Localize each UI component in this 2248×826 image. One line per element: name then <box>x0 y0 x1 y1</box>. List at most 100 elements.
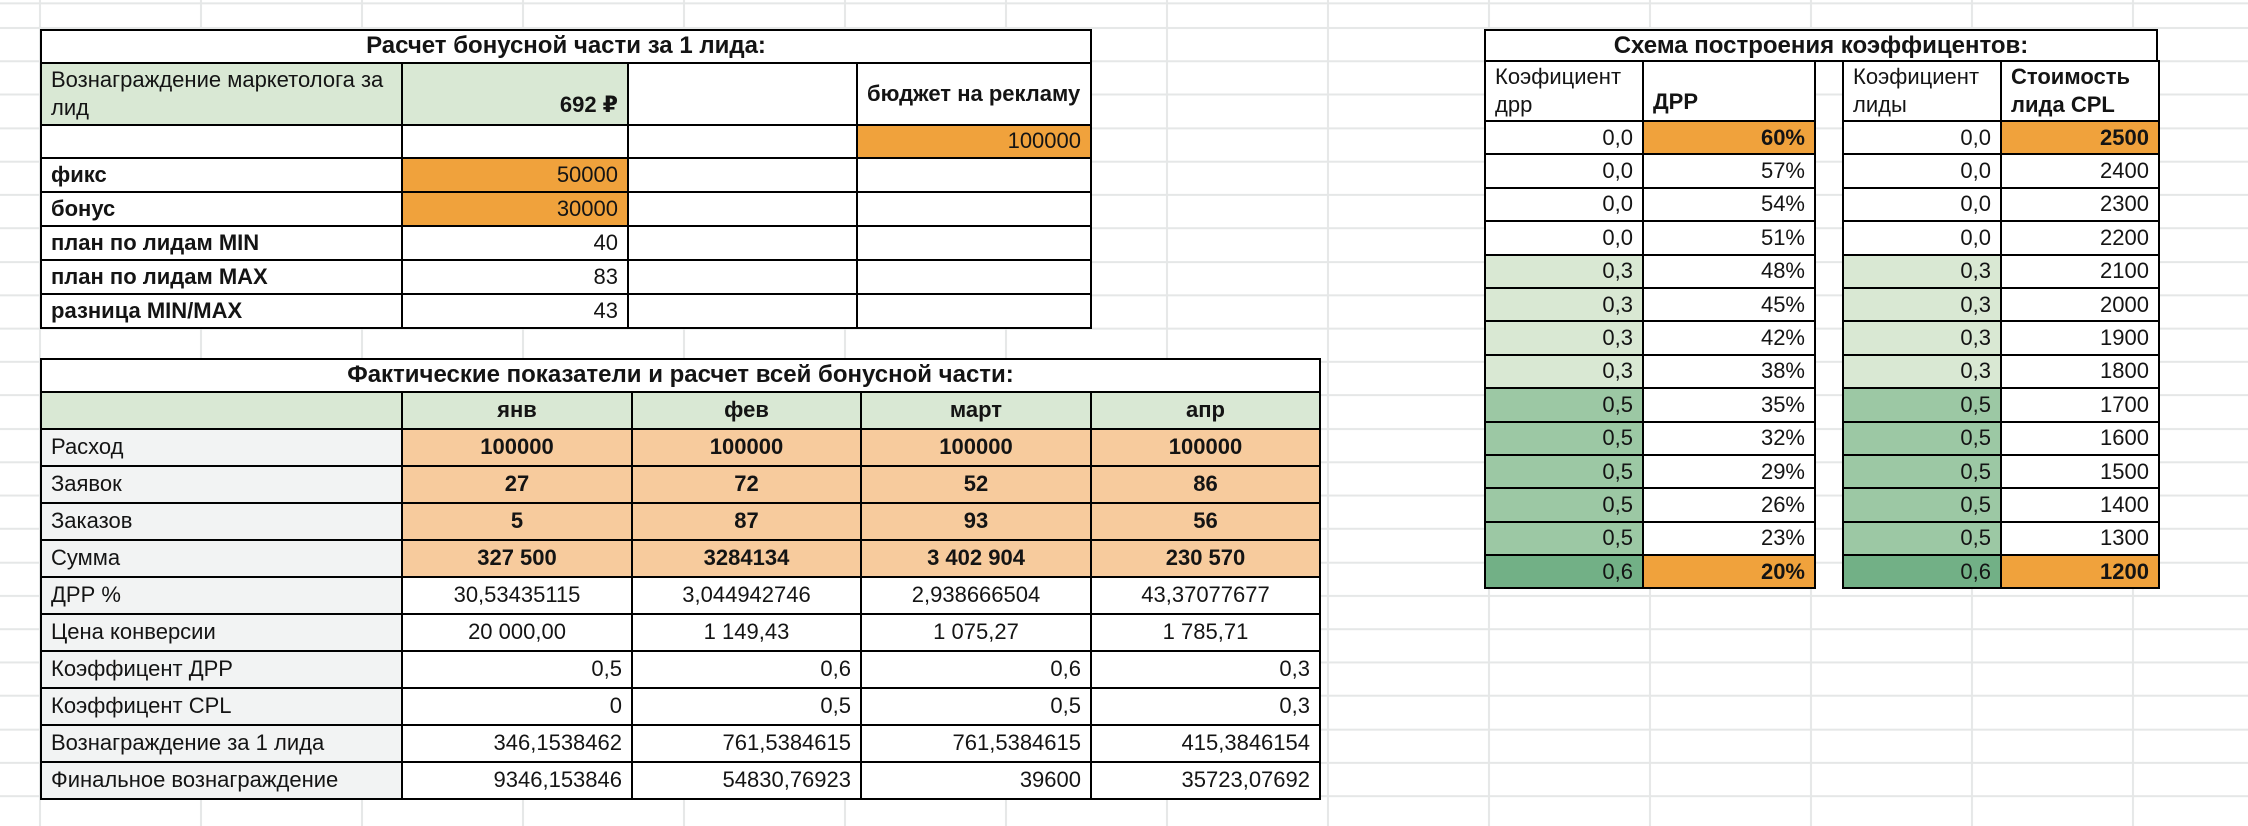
month-value-cell[interactable]: 761,5384615 <box>633 726 862 763</box>
cpl-value-cell[interactable]: 1900 <box>2002 322 2160 356</box>
month-value-cell[interactable]: 346,1538462 <box>403 726 633 763</box>
month-value-cell[interactable]: 100000 <box>1092 430 1321 467</box>
leads-coef-cell[interactable]: 0,5 <box>1844 422 2002 456</box>
drr-percent-cell[interactable]: 26% <box>1644 489 1816 523</box>
row-label-cell[interactable]: план по лидам MIN <box>42 227 403 261</box>
empty-cell[interactable] <box>858 261 1092 295</box>
empty-cell[interactable] <box>42 126 403 159</box>
leads-coef-cell[interactable]: 0,5 <box>1844 522 2002 557</box>
drr-coef-cell[interactable]: 0,5 <box>1486 389 1644 423</box>
row-label-cell[interactable]: план по лидам MAX <box>42 261 403 295</box>
budget-value-cell[interactable]: 100000 <box>858 126 1092 159</box>
row-value-cell[interactable]: 40 <box>403 227 629 261</box>
leads-coef-cell[interactable]: 0,0 <box>1844 188 2002 223</box>
empty-cell[interactable] <box>403 126 629 159</box>
drr-percent-cell[interactable]: 32% <box>1644 422 1816 456</box>
month-value-cell[interactable]: 230 570 <box>1092 541 1321 578</box>
month-value-cell[interactable]: 5 <box>403 504 633 541</box>
month-value-cell[interactable]: 3,044942746 <box>633 578 862 615</box>
row-label-cell[interactable]: Сумма <box>42 541 403 578</box>
cpl-value-cell[interactable]: 1300 <box>2002 522 2160 557</box>
month-header-cell[interactable]: март <box>862 393 1092 430</box>
row-value-cell[interactable]: 83 <box>403 261 629 295</box>
reward-label-cell[interactable]: Вознаграждение маркетолога за лид <box>42 64 403 126</box>
row-label-cell[interactable]: ДРР % <box>42 578 403 615</box>
month-value-cell[interactable]: 93 <box>862 504 1092 541</box>
row-label-cell[interactable]: Финальное вознаграждение <box>42 763 403 800</box>
cpl-value-cell[interactable]: 1400 <box>2002 489 2160 523</box>
month-value-cell[interactable]: 9346,153846 <box>403 763 633 800</box>
month-header-cell[interactable]: янв <box>403 393 633 430</box>
drr-header-cell[interactable]: ДРР <box>1644 62 1816 122</box>
drr-coef-cell[interactable]: 0,5 <box>1486 522 1644 557</box>
leads-coef-cell[interactable]: 0,0 <box>1844 155 2002 189</box>
leads-coef-cell[interactable]: 0,5 <box>1844 489 2002 523</box>
drr-coef-cell[interactable]: 0,3 <box>1486 355 1644 390</box>
row-label-cell[interactable]: разница MIN/MAX <box>42 295 403 329</box>
drr-coef-cell[interactable]: 0,6 <box>1486 556 1644 590</box>
month-value-cell[interactable]: 0,3 <box>1092 652 1321 689</box>
empty-cell[interactable] <box>858 227 1092 261</box>
month-value-cell[interactable]: 43,37077677 <box>1092 578 1321 615</box>
drr-percent-cell[interactable]: 54% <box>1644 188 1816 223</box>
drr-coef-cell[interactable]: 0,5 <box>1486 422 1644 456</box>
drr-coef-cell[interactable]: 0,5 <box>1486 489 1644 523</box>
leads-coef-cell[interactable]: 0,3 <box>1844 322 2002 356</box>
drr-coef-cell[interactable]: 0,0 <box>1486 155 1644 189</box>
month-header-cell[interactable]: фев <box>633 393 862 430</box>
leads-coef-cell[interactable]: 0,5 <box>1844 389 2002 423</box>
month-value-cell[interactable]: 3284134 <box>633 541 862 578</box>
row-label-cell[interactable]: Коэффицент CPL <box>42 689 403 726</box>
drr-coef-cell[interactable]: 0,3 <box>1486 255 1644 289</box>
row-label-cell[interactable]: Заказов <box>42 504 403 541</box>
month-value-cell[interactable]: 761,5384615 <box>862 726 1092 763</box>
drr-percent-cell[interactable]: 23% <box>1644 522 1816 557</box>
row-label-cell[interactable]: Расход <box>42 430 403 467</box>
drr-percent-cell[interactable]: 20% <box>1644 556 1816 590</box>
month-value-cell[interactable]: 39600 <box>862 763 1092 800</box>
month-value-cell[interactable]: 56 <box>1092 504 1321 541</box>
drr-coef-cell[interactable]: 0,0 <box>1486 188 1644 223</box>
month-value-cell[interactable]: 0,6 <box>633 652 862 689</box>
cpl-value-cell[interactable]: 1200 <box>2002 556 2160 590</box>
empty-cell[interactable] <box>629 227 858 261</box>
month-value-cell[interactable]: 100000 <box>403 430 633 467</box>
row-value-cell[interactable]: 50000 <box>403 159 629 193</box>
leads-coef-cell[interactable]: 0,5 <box>1844 455 2002 490</box>
row-label-cell[interactable]: Заявок <box>42 467 403 504</box>
empty-cell[interactable] <box>858 193 1092 227</box>
drr-coef-cell[interactable]: 0,0 <box>1486 122 1644 156</box>
month-value-cell[interactable]: 100000 <box>862 430 1092 467</box>
row-value-cell[interactable]: 43 <box>403 295 629 329</box>
month-value-cell[interactable]: 0,6 <box>862 652 1092 689</box>
bonus-table-title-cell[interactable]: Расчет бонусной части за 1 лида: <box>42 31 1092 64</box>
month-value-cell[interactable]: 20 000,00 <box>403 615 633 652</box>
leads-coef-cell[interactable]: 0,3 <box>1844 288 2002 323</box>
cpl-header-cell[interactable]: Стоимость лида CPL <box>2002 62 2160 122</box>
drr-coef-cell[interactable]: 0,3 <box>1486 322 1644 356</box>
drr-percent-cell[interactable]: 51% <box>1644 222 1816 256</box>
row-label-cell[interactable]: Коэффицент ДРР <box>42 652 403 689</box>
cpl-value-cell[interactable]: 2100 <box>2002 255 2160 289</box>
empty-cell[interactable] <box>858 295 1092 329</box>
month-value-cell[interactable]: 1 149,43 <box>633 615 862 652</box>
month-value-cell[interactable]: 415,3846154 <box>1092 726 1321 763</box>
cpl-value-cell[interactable]: 1800 <box>2002 355 2160 390</box>
reward-value-cell[interactable]: 692 ₽ <box>403 64 629 126</box>
month-value-cell[interactable]: 0 <box>403 689 633 726</box>
month-value-cell[interactable]: 3 402 904 <box>862 541 1092 578</box>
month-value-cell[interactable]: 27 <box>403 467 633 504</box>
coef-table-title-cell[interactable]: Схема построения коэффицентов: <box>1484 29 2158 62</box>
month-header-cell[interactable]: апр <box>1092 393 1321 430</box>
empty-cell[interactable] <box>629 64 858 126</box>
month-value-cell[interactable]: 2,938666504 <box>862 578 1092 615</box>
actuals-table-title-cell[interactable]: Фактические показатели и расчет всей бон… <box>42 360 1321 393</box>
row-label-cell[interactable]: Цена конверсии <box>42 615 403 652</box>
drr-percent-cell[interactable]: 57% <box>1644 155 1816 189</box>
drr-percent-cell[interactable]: 42% <box>1644 322 1816 356</box>
month-value-cell[interactable]: 0,3 <box>1092 689 1321 726</box>
month-value-cell[interactable]: 87 <box>633 504 862 541</box>
month-value-cell[interactable]: 86 <box>1092 467 1321 504</box>
month-value-cell[interactable]: 327 500 <box>403 541 633 578</box>
leads-coef-cell[interactable]: 0,0 <box>1844 122 2002 156</box>
